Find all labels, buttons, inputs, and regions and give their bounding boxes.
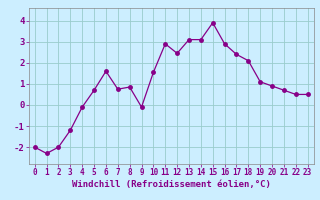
- X-axis label: Windchill (Refroidissement éolien,°C): Windchill (Refroidissement éolien,°C): [72, 180, 271, 189]
